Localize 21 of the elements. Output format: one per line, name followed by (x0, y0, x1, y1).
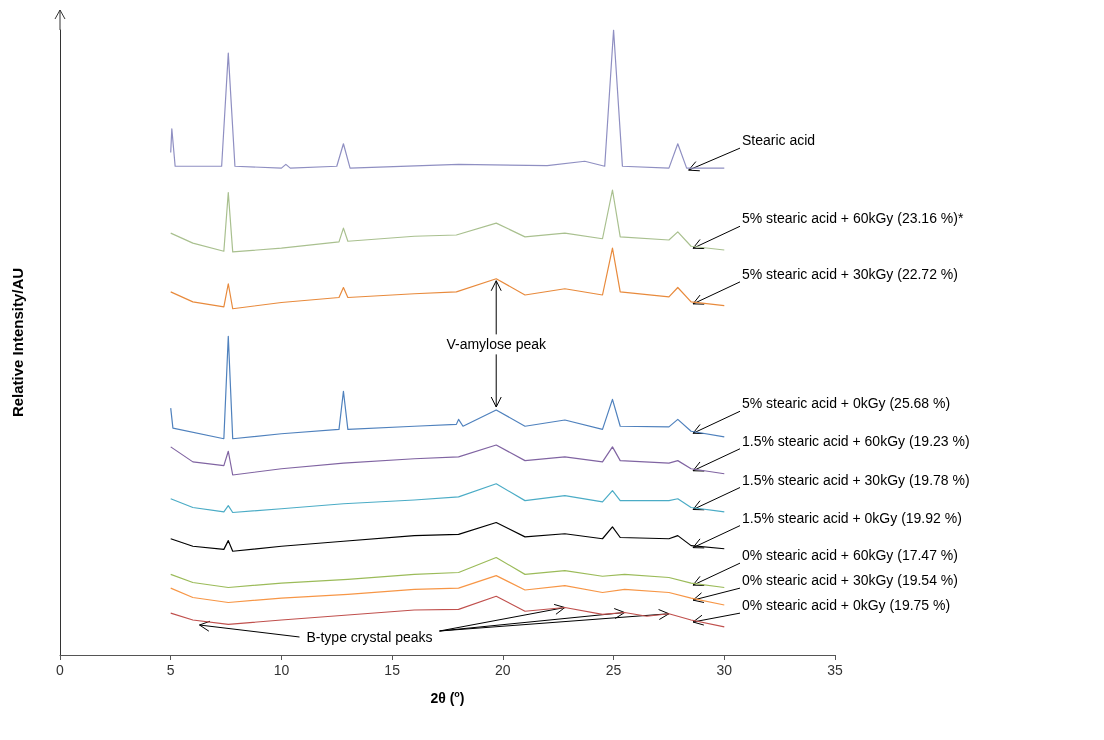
x-tick-label: 10 (273, 662, 290, 678)
x-tick-label: 5 (166, 662, 175, 678)
x-tick-label: 30 (716, 662, 733, 678)
y-axis-title: Relative Intensity/AU (9, 267, 26, 418)
series-label: Stearic acid (742, 132, 816, 149)
text: 1.5% stearic acid + 60kGy (19.23 %) (742, 432, 970, 449)
text: 5% stearic acid + 30kGy (22.72 %) (742, 265, 958, 282)
x-tick-label: 35 (827, 662, 843, 678)
series-label: 0% stearic acid + 0kGy (19.75 %) (742, 597, 951, 614)
x-tick-label: 15 (384, 662, 401, 678)
x-tick-label: 20 (495, 662, 511, 678)
x-tick-label: 25 (605, 662, 622, 678)
text: 5% stearic acid + 0kGy (25.68 %) (742, 395, 951, 412)
series-label: 0% stearic acid + 30kGy (19.54 %) (742, 572, 958, 589)
text: 1.5% stearic acid + 30kGy (19.78 %) (742, 471, 970, 488)
annotation: V-amylose peak (446, 336, 548, 353)
x-tick-label: 0 (56, 662, 65, 678)
text: 5% stearic acid + 60kGy (23.16 %)* (742, 210, 964, 227)
text: 0% stearic acid + 60kGy (17.47 %) (742, 547, 958, 564)
text: 1.5% stearic acid + 0kGy (19.92 %) (742, 509, 962, 526)
annotation: B-type crystal peaks (306, 629, 433, 645)
